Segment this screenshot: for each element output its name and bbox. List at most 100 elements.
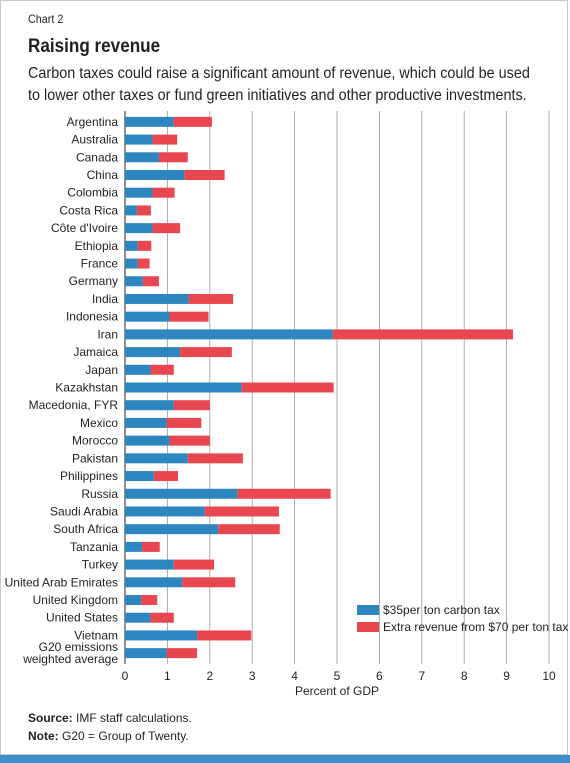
bar-extra-70-per-ton [218, 524, 280, 535]
bar-extra-70-per-ton [173, 116, 212, 127]
bar-35-per-ton [125, 329, 333, 340]
bars [125, 116, 513, 659]
x-tick-label: 4 [291, 669, 298, 683]
bar-35-per-ton [125, 471, 154, 482]
bar-extra-70-per-ton [166, 417, 202, 428]
bar-35-per-ton [125, 223, 153, 234]
category-label: Canada [76, 150, 118, 164]
bar-35-per-ton [125, 400, 174, 411]
category-label: United Kingdom [33, 593, 118, 607]
bar-extra-70-per-ton [169, 435, 210, 446]
x-axis-label: Percent of GDP [295, 684, 379, 698]
bottom-rule [0, 755, 570, 763]
bar-35-per-ton [125, 347, 181, 358]
bar-extra-70-per-ton [136, 205, 151, 216]
legend-swatch-70 [357, 622, 379, 632]
bar-extra-70-per-ton [141, 541, 160, 552]
category-label: Argentina [67, 115, 119, 129]
bar-35-per-ton [125, 559, 174, 570]
note-line: Note: G20 = Group of Twenty. [28, 729, 189, 743]
bar-extra-70-per-ton [137, 258, 150, 269]
bar-extra-70-per-ton [184, 169, 225, 180]
bar-extra-70-per-ton [180, 347, 232, 358]
category-label: Philippines [60, 469, 118, 483]
bar-35-per-ton [125, 506, 205, 517]
bar-35-per-ton [125, 435, 170, 446]
bar-extra-70-per-ton [152, 134, 178, 145]
category-label: Macedonia, FYR [29, 398, 119, 412]
category-label: Australia [71, 133, 118, 147]
legend: $35per ton carbon tax Extra revenue from… [357, 603, 568, 634]
bar-35-per-ton [125, 417, 167, 428]
x-tick-label: 10 [542, 669, 556, 683]
chart-number: Chart 2 [28, 12, 64, 26]
category-label: Morocco [72, 434, 118, 448]
bar-35-per-ton [125, 364, 151, 375]
x-tick-label: 6 [376, 669, 383, 683]
bar-extra-70-per-ton [188, 293, 234, 304]
bar-extra-70-per-ton [187, 453, 243, 464]
category-label: Indonesia [66, 310, 118, 324]
x-tick-label: 3 [249, 669, 256, 683]
category-label: Mexico [80, 416, 118, 430]
category-label: G20 emissions weighted average [22, 640, 118, 666]
bar-35-per-ton [125, 169, 185, 180]
x-tick-label: 1 [164, 669, 171, 683]
bar-extra-70-per-ton [150, 612, 174, 623]
bar-35-per-ton [125, 524, 219, 535]
category-label: Kazakhstan [55, 381, 118, 395]
bar-extra-70-per-ton [197, 630, 252, 641]
bar-extra-70-per-ton [152, 187, 175, 198]
legend-swatch-35 [357, 605, 379, 615]
bar-35-per-ton [125, 595, 142, 606]
category-label: Iran [97, 327, 118, 341]
category-label: Tanzania [70, 540, 118, 554]
bar-extra-70-per-ton [158, 152, 188, 163]
source-line: Source: IMF staff calculations. [28, 711, 192, 725]
chart-subtitle: Carbon taxes could raise a significant a… [28, 65, 530, 104]
category-label: Jamaica [73, 345, 118, 359]
category-label: France [81, 257, 119, 271]
bar-extra-70-per-ton [173, 559, 215, 570]
bar-extra-70-per-ton [332, 329, 513, 340]
x-tick-label: 9 [503, 669, 510, 683]
bar-35-per-ton [125, 648, 167, 659]
bar-extra-70-per-ton [152, 223, 181, 234]
bar-extra-70-per-ton [166, 648, 198, 659]
bar-35-per-ton [125, 293, 189, 304]
category-label: Russia [81, 487, 118, 501]
bar-35-per-ton [125, 630, 198, 641]
legend-label-70: Extra revenue from $70 per ton tax [383, 620, 568, 634]
bar-extra-70-per-ton [241, 382, 334, 393]
note-label: Note: [28, 729, 59, 743]
bar-35-per-ton [125, 612, 151, 623]
source-text: IMF staff calculations. [76, 711, 192, 725]
category-label: United States [46, 611, 118, 625]
bar-35-per-ton [125, 152, 159, 163]
bar-extra-70-per-ton [137, 240, 152, 251]
x-tick-label: 5 [334, 669, 341, 683]
bar-35-per-ton [125, 134, 153, 145]
x-tick-labels: 0 1 2 3 4 5 6 7 8 9 10 [122, 669, 556, 683]
bar-35-per-ton [125, 453, 188, 464]
category-label: United Arab Emirates [5, 575, 118, 589]
bar-extra-70-per-ton [237, 488, 331, 499]
category-label: Germany [69, 274, 118, 288]
category-labels: Argentina Australia Canada China Colombia Cos… [5, 115, 119, 666]
category-label: Colombia [67, 186, 118, 200]
x-tick-label: 8 [461, 669, 468, 683]
source-label: Source: [28, 711, 73, 725]
category-label: Costa Rica [59, 203, 118, 217]
bar-extra-70-per-ton [153, 471, 178, 482]
bar-extra-70-per-ton [150, 364, 174, 375]
category-label: Vietnam [74, 628, 118, 642]
bar-35-per-ton [125, 541, 142, 552]
bar-extra-70-per-ton [142, 276, 159, 287]
bar-35-per-ton [125, 382, 242, 393]
bar-extra-70-per-ton [204, 506, 279, 517]
chart-title: Raising revenue [28, 36, 161, 57]
bar-35-per-ton [125, 488, 238, 499]
bar-35-per-ton [125, 577, 183, 588]
